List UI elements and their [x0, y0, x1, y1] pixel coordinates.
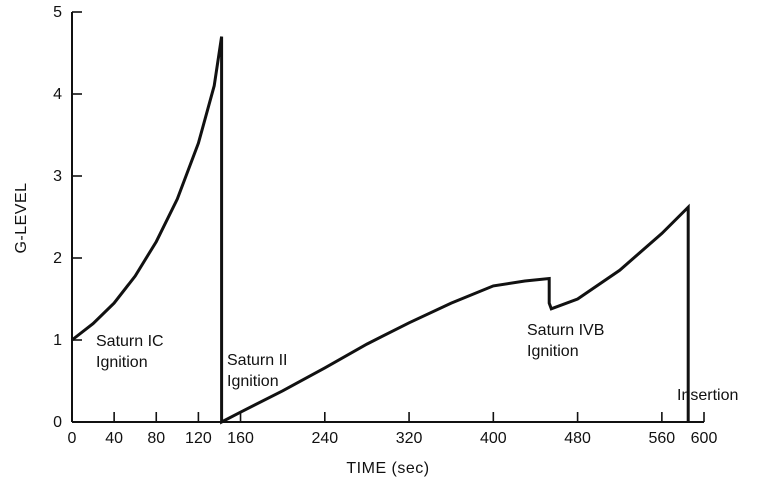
- annotation-label: Insertion: [677, 387, 738, 404]
- x-tick-label: 320: [396, 430, 423, 447]
- annotations: Saturn IC Ignition Saturn II Ignition Saturn…: [96, 322, 738, 404]
- x-tick-label: 160: [227, 430, 254, 447]
- annotation-label: Saturn IVB Ignition: [527, 322, 604, 360]
- x-tick-label: 0: [68, 430, 77, 447]
- x-tick-label: 400: [480, 430, 507, 447]
- y-tick-label: 0: [53, 414, 62, 431]
- x-tick-label: 120: [185, 430, 212, 447]
- x-axis-title: TIME (sec): [346, 460, 429, 477]
- x-tick-label: 40: [105, 430, 123, 447]
- annotation-label: Saturn II Ignition: [227, 352, 287, 390]
- y-tick-label: 2: [53, 250, 62, 267]
- g-level-line: [71, 36, 690, 425]
- x-tick-label: 240: [311, 430, 338, 447]
- y-axis-title: G-LEVEL: [13, 182, 30, 253]
- annotation-label: Saturn IC Ignition: [96, 333, 164, 371]
- x-axis: 0 40 80 120 160 240 320 400 480 560 600: [68, 412, 718, 447]
- x-tick-label: 560: [649, 430, 676, 447]
- y-tick-label: 1: [53, 332, 62, 349]
- y-tick-label: 4: [53, 86, 62, 103]
- x-tick-label: 480: [564, 430, 591, 447]
- y-axis: 0 1 2 3 4 5: [53, 4, 82, 431]
- y-tick-label: 3: [53, 168, 62, 185]
- x-tick-label: 80: [147, 430, 165, 447]
- series: [71, 36, 690, 425]
- y-tick-label: 5: [53, 4, 62, 21]
- x-tick-label: 600: [691, 430, 718, 447]
